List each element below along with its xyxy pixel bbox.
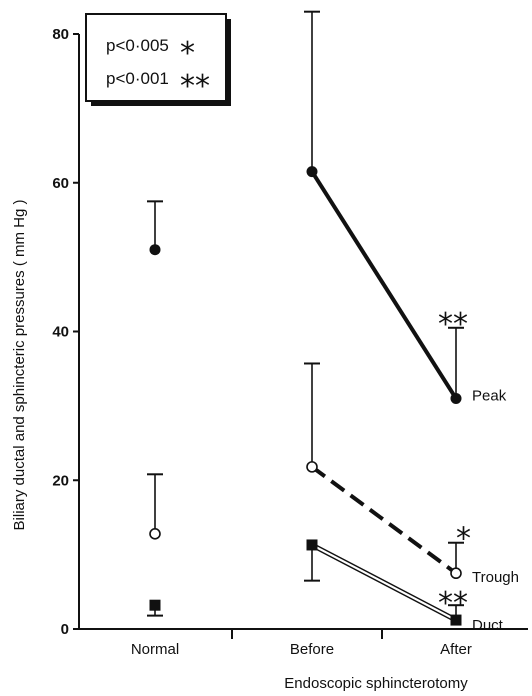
significance-marker: * — [456, 522, 471, 557]
series-label: Trough — [472, 569, 519, 586]
y-tick-label: 0 — [61, 621, 69, 638]
y-tick-label: 80 — [52, 26, 69, 43]
data-point — [149, 527, 161, 540]
y-tick-label: 40 — [52, 324, 69, 341]
x-category-label: After — [440, 641, 472, 658]
legend-entry-2-text: p<0·001 — [106, 69, 169, 88]
x-axis-title: Endoscopic sphincterotomy — [284, 675, 468, 692]
data-point — [306, 461, 318, 473]
series-label: Peak — [472, 387, 507, 404]
x-category-label: Normal — [131, 641, 179, 658]
data-point — [149, 244, 161, 256]
y-ticks: 0 20 40 60 80 — [52, 26, 79, 638]
series-peak: Peak — [147, 10, 507, 404]
y-axis-title: Biliary ductal and sphincteric pressures… — [11, 200, 28, 531]
legend-entry-1-text: p<0·005 — [106, 36, 169, 55]
legend-entry-2-symbol: ** — [180, 69, 210, 104]
series-trough: Trough — [147, 362, 519, 586]
legend-box — [85, 13, 227, 102]
legend-entry-1-symbol: * — [180, 36, 195, 71]
y-tick-label: 60 — [52, 175, 69, 192]
data-point — [149, 599, 161, 611]
significance-marker: ** — [438, 307, 468, 342]
series-line — [311, 546, 457, 623]
series-line — [311, 542, 457, 619]
x-category-label: Before — [290, 641, 334, 658]
data-point — [450, 614, 462, 626]
significance-marker: ** — [438, 586, 468, 621]
data-point — [450, 567, 462, 580]
data-point — [306, 166, 318, 178]
series-label: Duct — [472, 617, 504, 634]
series-line — [310, 465, 458, 575]
series-line — [310, 170, 458, 400]
y-tick-label: 20 — [52, 472, 69, 489]
series-duct: Duct — [147, 539, 504, 634]
x-ticks: Normal Before After — [131, 641, 472, 658]
data-point — [306, 539, 318, 551]
legend: p<0·005 * p<0·001 ** — [85, 13, 231, 106]
data-point — [450, 392, 462, 404]
